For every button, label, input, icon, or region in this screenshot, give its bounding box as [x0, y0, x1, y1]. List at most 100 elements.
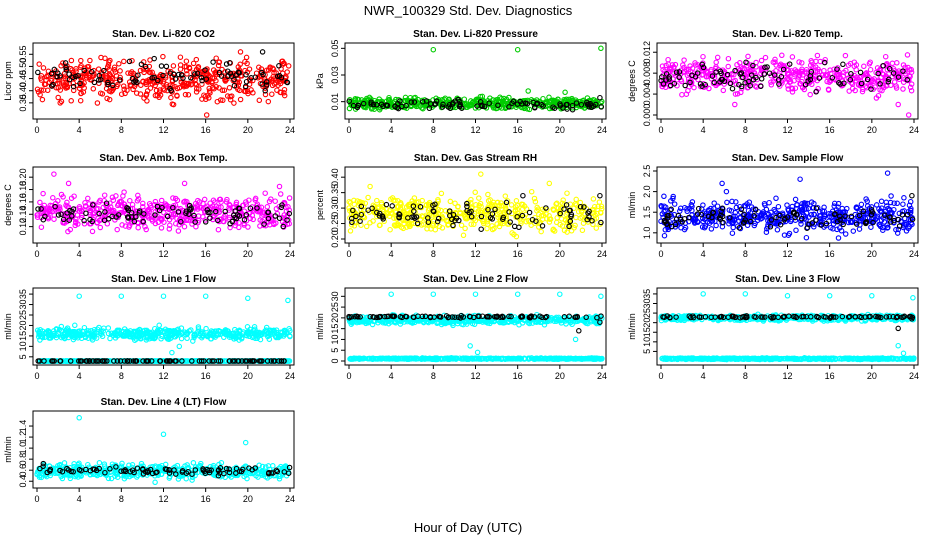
data-point: [118, 91, 125, 97]
x-tick-label: 24: [285, 125, 295, 135]
series-samples: [346, 45, 605, 113]
data-point: [259, 69, 265, 76]
data-point: [200, 214, 206, 220]
data-point: [365, 194, 371, 201]
outlier-point: [281, 92, 288, 99]
outlier-point: [65, 180, 72, 187]
outlier-point: [160, 293, 167, 299]
x-tick-label: 4: [701, 249, 706, 259]
outlier-point: [237, 49, 244, 55]
data-point: [432, 226, 439, 233]
data-point: [590, 196, 597, 202]
data-point: [210, 67, 217, 73]
x-tick-label: 24: [285, 249, 295, 259]
x-tick-label: 16: [201, 249, 211, 259]
y-tick-label: 20: [330, 313, 340, 323]
series-hourly: [35, 49, 291, 94]
data-point: [711, 200, 717, 206]
data-point: [729, 85, 736, 92]
data-point: [246, 66, 253, 72]
data-point: [900, 201, 906, 207]
data-point: [174, 85, 181, 92]
data-point: [160, 72, 166, 79]
data-point: [269, 78, 276, 84]
data-point: [184, 71, 190, 77]
x-tick-label: 4: [77, 371, 82, 381]
data-point: [553, 219, 560, 226]
data-point: [528, 188, 535, 195]
data-point: [374, 197, 380, 204]
data-point: [126, 58, 133, 65]
data-point: [178, 72, 185, 78]
data-point: [516, 224, 522, 231]
data-point: [91, 79, 98, 86]
data-point: [77, 97, 84, 104]
outlier-point: [367, 183, 373, 190]
data-point: [120, 83, 127, 89]
data-point: [78, 57, 84, 64]
data-point: [101, 67, 107, 74]
data-point: [277, 191, 284, 197]
data-point: [146, 63, 153, 70]
data-point: [661, 193, 667, 200]
data-point: [835, 235, 842, 241]
data-point: [156, 89, 163, 95]
data-point: [190, 60, 197, 67]
data-point: [113, 73, 120, 79]
data-point: [37, 91, 43, 98]
x-tick-label: 12: [470, 371, 480, 381]
data-point: [151, 55, 157, 62]
data-point: [387, 226, 393, 233]
data-point: [158, 197, 165, 204]
data-point: [199, 81, 205, 87]
data-point: [661, 232, 668, 239]
data-point: [901, 195, 907, 201]
data-point: [573, 214, 579, 221]
x-tick-label: 0: [346, 249, 351, 259]
data-point: [62, 60, 69, 66]
data-point: [182, 91, 189, 98]
data-point: [878, 198, 885, 205]
x-tick-label: 24: [285, 371, 295, 381]
data-point: [198, 71, 204, 77]
y-tick-label: 2.5: [642, 165, 652, 178]
data-point: [213, 55, 219, 61]
y-tick-label: 5: [18, 354, 28, 359]
x-tick-label: 20: [243, 371, 253, 381]
data-point: [762, 54, 769, 61]
outlier-point: [430, 46, 437, 53]
data-point: [70, 83, 77, 90]
data-point: [127, 82, 134, 88]
x-tick-label: 4: [77, 249, 82, 259]
data-point: [438, 190, 445, 197]
data-point: [891, 79, 898, 85]
data-point: [194, 70, 201, 77]
data-point: [276, 63, 282, 69]
data-point: [729, 230, 736, 236]
outlier-point: [478, 171, 484, 177]
y-axis-label: percent: [315, 189, 325, 220]
data-point: [231, 82, 238, 89]
data-point: [389, 203, 395, 209]
data-point: [215, 226, 222, 233]
data-point: [215, 62, 222, 69]
data-point: [66, 71, 72, 77]
x-tick-label: 8: [119, 125, 124, 135]
data-point: [803, 234, 810, 241]
data-point: [68, 98, 74, 104]
data-point: [502, 193, 509, 199]
panel-title: Stan. Dev. Gas Stream RH: [414, 153, 537, 164]
data-point: [135, 224, 141, 231]
outlier-point: [245, 295, 251, 302]
data-point: [38, 73, 45, 79]
data-point: [225, 73, 231, 80]
data-point: [63, 85, 69, 91]
data-point: [247, 77, 253, 84]
outlier-point: [562, 89, 568, 96]
data-point: [227, 59, 233, 66]
x-tick-label: 12: [158, 249, 168, 259]
data-point: [789, 54, 796, 60]
x-tick-label: 0: [346, 125, 351, 135]
data-point: [193, 56, 200, 63]
y-axis-label: ml/min: [3, 313, 13, 340]
